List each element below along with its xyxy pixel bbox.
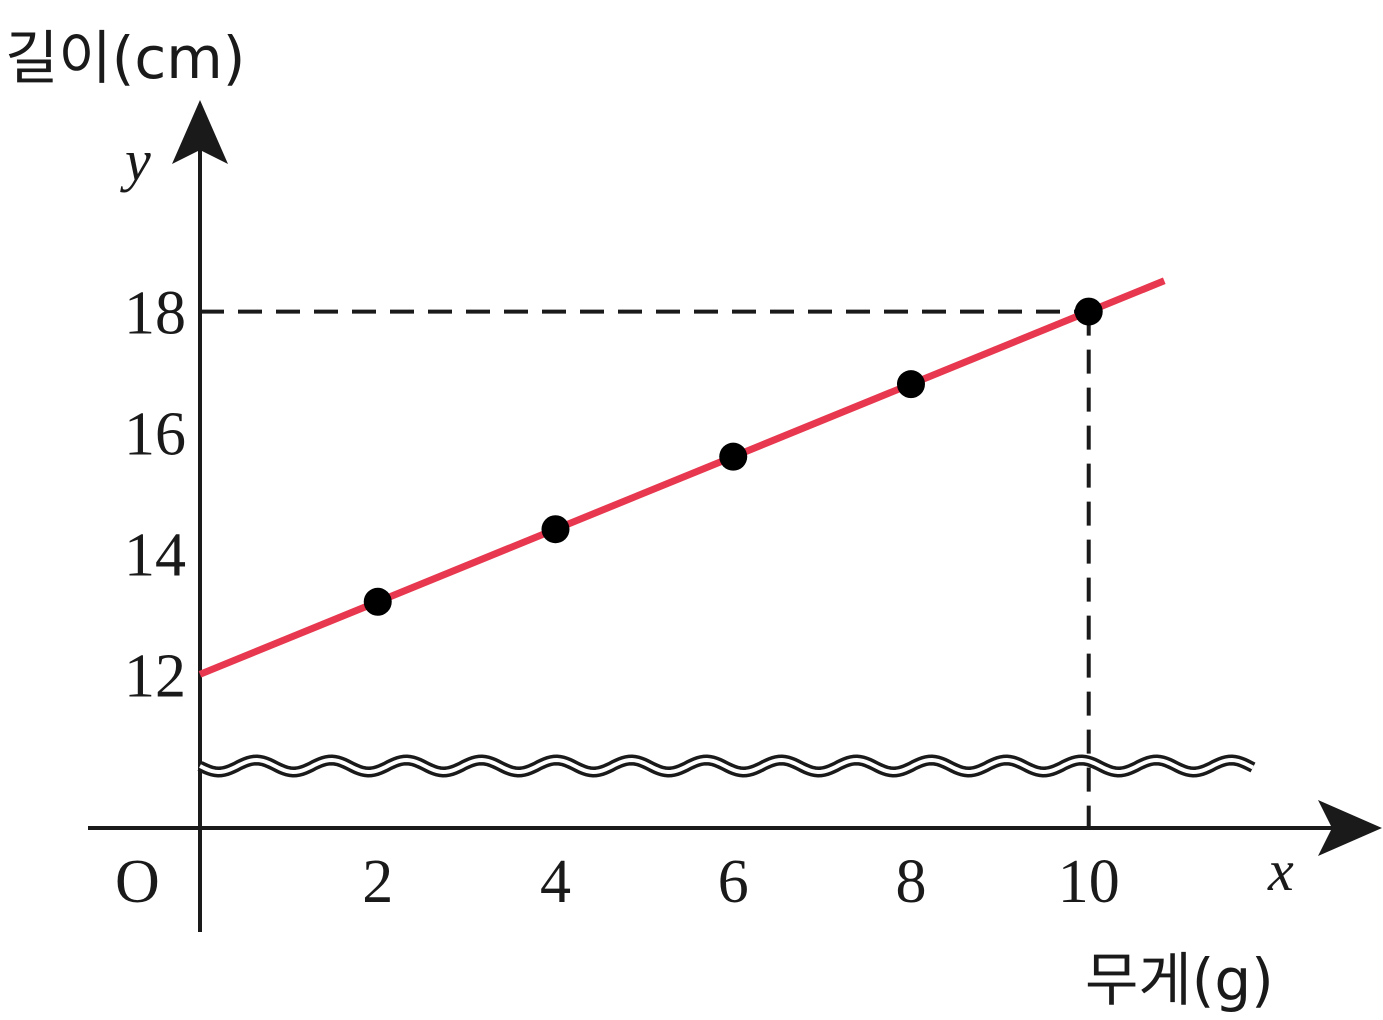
point	[363, 587, 392, 616]
y-tick-label: 12	[124, 642, 186, 710]
axis-break-inner	[199, 757, 1254, 775]
fit-line	[198, 277, 1166, 678]
x-tick-label: 6	[718, 848, 749, 916]
y-axis-label: 길이(cm)	[5, 24, 245, 92]
y-tick-label: 16	[124, 401, 186, 469]
y-variable: y	[120, 128, 151, 193]
y-arrow	[172, 100, 228, 164]
x-tick-label: 4	[540, 848, 571, 916]
point	[1074, 297, 1103, 326]
x-tick-label: 10	[1058, 848, 1120, 916]
x-axis-label: 무게(g)	[1085, 946, 1274, 1014]
y-tick-label: 14	[124, 521, 186, 589]
x-arrow	[1318, 800, 1382, 856]
y-tick-label: 18	[124, 280, 186, 348]
point	[719, 442, 748, 471]
point	[541, 515, 570, 544]
x-tick-label: 2	[362, 848, 393, 916]
origin-label: O	[115, 848, 160, 916]
point	[896, 370, 925, 399]
x-tick-label: 8	[895, 848, 926, 916]
x-variable: x	[1267, 838, 1294, 903]
